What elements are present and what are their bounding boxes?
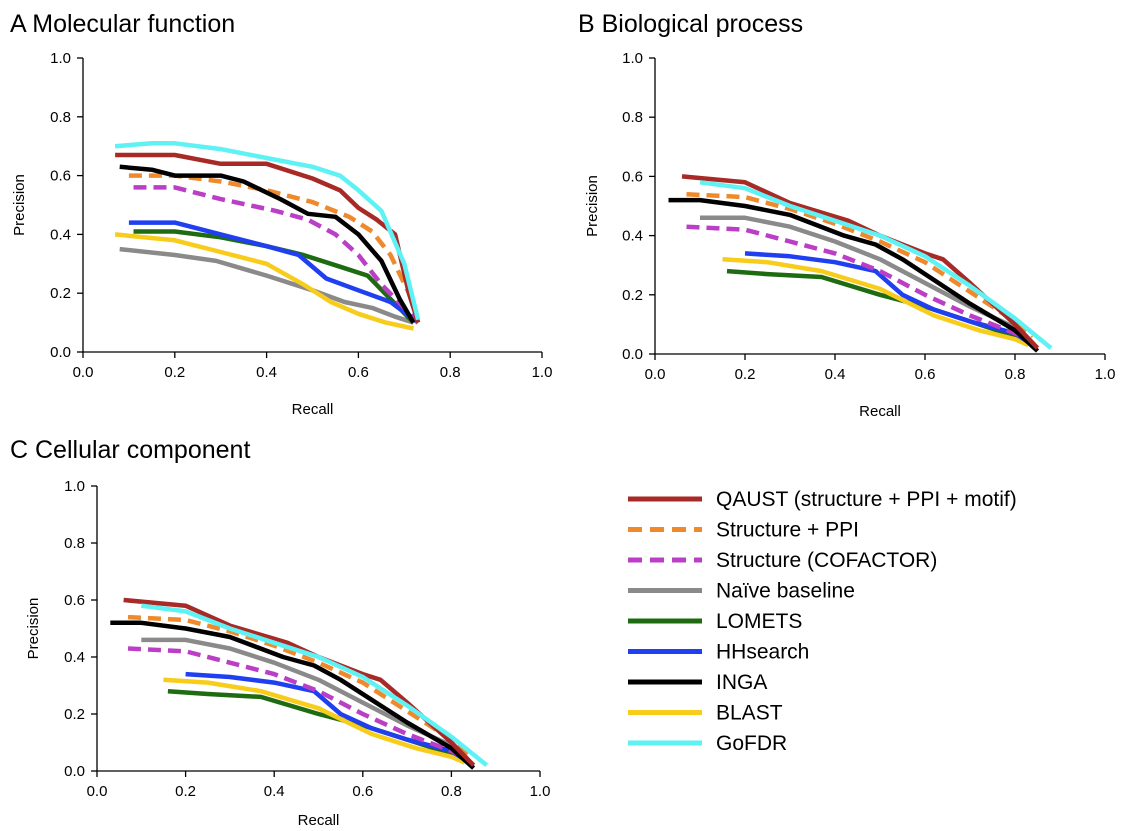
y-axis-label: Precision [11,174,28,236]
y-tick-label: 0.4 [64,649,85,666]
x-tick-label: 0.6 [915,366,936,383]
y-tick-label: 0.8 [622,109,643,126]
y-tick-label: 1.0 [622,50,643,67]
x-tick-label: 0.6 [352,783,373,800]
series-line-cof [686,224,1030,342]
series-line-naive [119,246,415,325]
series-line-gofdr [114,141,421,321]
x-tick-label: 0.2 [175,783,196,800]
y-tick-label: 1.0 [50,50,71,67]
series-line-spp [686,191,1035,338]
chart-title: B Biological process [578,10,803,38]
y-tick-label: 0.6 [622,168,643,185]
legend-label-qaust: QAUST (structure + PPI + motif) [716,488,1017,511]
series-line-hhsearch [128,220,420,325]
x-tick-label: 0.4 [264,783,285,800]
y-tick-label: 1.0 [64,478,85,495]
y-tick-label: 0.8 [50,109,71,126]
y-tick-label: 0.6 [64,592,85,609]
x-tick-label: 0.6 [348,364,369,381]
series-line-inga [119,164,416,324]
x-tick-label: 0.0 [645,366,666,383]
y-tick-label: 0.6 [50,168,71,185]
x-tick-label: 0.8 [441,783,462,800]
x-axis-label: Recall [298,812,340,829]
legend: QAUST (structure + PPI + motif) Structure… [628,488,1017,755]
x-tick-label: 0.2 [164,364,185,381]
legend-label-naive: Naïve baseline [716,580,855,603]
x-tick-label: 0.4 [825,366,846,383]
panel-cellular-component: C Cellular component 0.0 0.2 0.4 0.6 0.8 1.0 0.… [10,436,550,829]
y-tick-label: 0.2 [622,287,643,304]
series-line-blast [114,232,414,331]
series-line-lomets [133,229,416,325]
y-axis-label: Precision [25,598,42,660]
y-tick-label: 0.0 [64,763,85,780]
chart-title: C Cellular component [10,436,250,464]
panel-biological-process: B Biological process 0.0 0.2 0.4 0.6 0.8 1.0 0.… [578,10,1115,420]
x-axis-label: Recall [859,403,901,420]
x-tick-label: 0.0 [87,783,108,800]
series-line-cof [127,646,466,759]
series-line-gofdr [699,180,1053,350]
panel-molecular-function: A Molecular function 0.0 0.2 0.4 0.6 0.8 1.0 0.… [10,10,552,418]
y-tick-label: 0.4 [50,226,71,243]
chart-title: A Molecular function [10,10,235,38]
legend-label-spp: Structure + PPI [716,519,859,542]
y-axis-label: Precision [584,175,601,237]
x-tick-label: 0.8 [1005,366,1026,383]
y-tick-label: 0.2 [64,706,85,723]
y-tick-label: 0.8 [64,535,85,552]
legend-label-gofdr: GoFDR [716,732,787,755]
x-tick-label: 0.4 [256,364,277,381]
x-tick-label: 1.0 [530,783,551,800]
x-axis-label: Recall [292,401,334,418]
series-line-hhsearch [744,251,1030,345]
series-line-spp [128,173,421,321]
y-tick-label: 0.4 [622,228,643,245]
x-tick-label: 0.8 [440,364,461,381]
x-tick-label: 0.0 [73,364,94,381]
y-tick-label: 0.2 [50,285,71,302]
series-line-cof [133,185,420,325]
series-line-spp [127,614,471,756]
legend-label-inga: INGA [716,671,767,694]
x-tick-label: 1.0 [1095,366,1116,383]
y-tick-label: 0.0 [50,344,71,361]
legend-label-lomets: LOMETS [716,610,802,633]
series-line-blast [163,677,466,765]
x-tick-label: 1.0 [532,364,553,381]
series-line-inga [110,620,476,770]
legend-label-cof: Structure (COFACTOR) [716,549,937,572]
series-line-inga [668,197,1040,353]
legend-label-hhsearch: HHsearch [716,641,809,664]
series-line-gofdr [141,603,489,768]
legend-label-blast: BLAST [716,702,783,725]
x-tick-label: 0.2 [735,366,756,383]
y-tick-label: 0.0 [622,346,643,363]
series-line-blast [722,257,1030,348]
